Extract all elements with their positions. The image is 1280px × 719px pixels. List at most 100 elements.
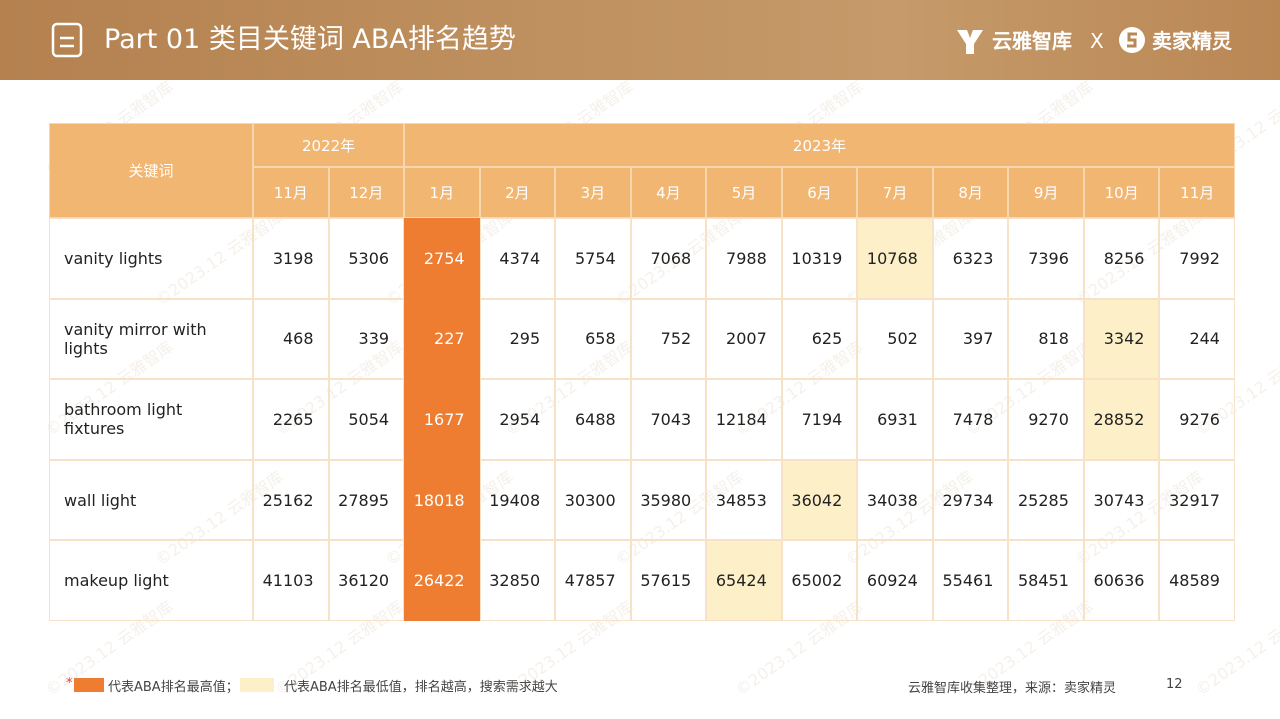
value-cell: 27895 — [328, 459, 405, 541]
header-cell: 4月 — [630, 167, 707, 218]
value-cell: 7478 — [932, 379, 1009, 460]
value-cell: 47857 — [555, 540, 631, 621]
value-cell: 2954 — [479, 379, 556, 460]
value-cell: 29734 — [932, 459, 1009, 541]
value-cell: 65002 — [781, 540, 858, 621]
header-cell: 2023年 — [404, 123, 1235, 167]
value-cell: 32850 — [479, 540, 556, 621]
value-cell: 9270 — [1008, 379, 1084, 460]
value-cell: 658 — [555, 298, 631, 380]
header-cell: 5月 — [706, 167, 782, 218]
value-cell: 26422 — [404, 540, 480, 621]
value-cell: 10768 — [857, 218, 933, 299]
value-cell: 3198 — [253, 218, 329, 299]
value-cell: 30743 — [1083, 459, 1160, 541]
value-cell: 3342 — [1083, 298, 1160, 380]
legend-text: 代表ABA排名最高值； — [108, 680, 239, 695]
brand-logo — [957, 30, 983, 54]
header-cell: 12月 — [328, 167, 405, 218]
header-cell: 2022年 — [253, 123, 405, 167]
brand-left: 云雅智库 — [992, 29, 1072, 53]
value-cell: 65424 — [706, 540, 782, 621]
value-cell: 48589 — [1159, 540, 1235, 621]
header-cell: 7月 — [857, 167, 933, 218]
title: Part 01 类目关键词 ABA排名趋势 — [104, 24, 516, 55]
value-cell: 2754 — [404, 218, 480, 299]
value-cell: 502 — [857, 298, 933, 380]
value-cell: 7396 — [1008, 218, 1084, 299]
header-cell: 10月 — [1083, 167, 1160, 218]
value-cell: 12184 — [706, 379, 782, 460]
value-cell: 7988 — [706, 218, 782, 299]
value-cell: 227 — [404, 298, 480, 380]
value-cell: 58451 — [1008, 540, 1084, 621]
keyword-cell: wall light — [49, 459, 253, 541]
value-cell: 25162 — [253, 459, 329, 541]
legend-swatch — [240, 678, 274, 692]
value-cell: 9276 — [1159, 379, 1235, 460]
keyword-cell: vanity mirror with lights — [49, 298, 253, 380]
value-cell: 7194 — [781, 379, 858, 460]
value-cell: 295 — [479, 298, 556, 380]
value-cell: 8256 — [1083, 218, 1160, 299]
value-cell: 34038 — [857, 459, 933, 541]
value-cell: 625 — [781, 298, 858, 380]
header-cell: 6月 — [781, 167, 858, 218]
value-cell: 34853 — [706, 459, 782, 541]
value-cell: 7043 — [630, 379, 707, 460]
value-cell: 36120 — [328, 540, 405, 621]
header-cell: 11月 — [1159, 167, 1235, 218]
value-cell: 10319 — [781, 218, 858, 299]
header-cell: 关键词 — [49, 123, 253, 218]
value-cell: 32917 — [1159, 459, 1235, 541]
value-cell: 2265 — [253, 379, 329, 460]
value-cell: 2007 — [706, 298, 782, 380]
value-cell: 60924 — [857, 540, 933, 621]
value-cell: 41103 — [253, 540, 329, 621]
value-cell: 339 — [328, 298, 405, 380]
value-cell: 18018 — [404, 459, 480, 541]
legend-marker: * — [66, 676, 73, 691]
value-cell: 55461 — [932, 540, 1009, 621]
brand-logo — [1119, 27, 1145, 53]
value-cell: 6488 — [555, 379, 631, 460]
value-cell: 5306 — [328, 218, 405, 299]
header-bar — [0, 0, 1280, 80]
header-cell: 9月 — [1008, 167, 1084, 218]
value-cell: 5054 — [328, 379, 405, 460]
value-cell: 28852 — [1083, 379, 1160, 460]
value-cell: 7992 — [1159, 218, 1235, 299]
separator: X — [1090, 29, 1104, 53]
value-cell: 1677 — [404, 379, 480, 460]
value-cell: 19408 — [479, 459, 556, 541]
doc-icon — [51, 22, 83, 58]
keyword-cell: bathroom light fixtures — [49, 379, 253, 460]
brand-right: 卖家精灵 — [1152, 29, 1232, 53]
value-cell: 6931 — [857, 379, 933, 460]
header-cell: 2月 — [479, 167, 556, 218]
value-cell: 57615 — [630, 540, 707, 621]
value-cell: 25285 — [1008, 459, 1084, 541]
value-cell: 6323 — [932, 218, 1009, 299]
value-cell: 5754 — [555, 218, 631, 299]
source: 云雅智库收集整理，来源：卖家精灵 — [908, 681, 1117, 696]
value-cell: 35980 — [630, 459, 707, 541]
value-cell: 397 — [932, 298, 1009, 380]
header-cell: 11月 — [253, 167, 329, 218]
keyword-cell: vanity lights — [49, 218, 253, 299]
value-cell: 36042 — [781, 459, 858, 541]
value-cell: 60636 — [1083, 540, 1160, 621]
legend-text: 代表ABA排名最低值，排名越高，搜索需求越大 — [284, 680, 558, 695]
header-cell: 8月 — [932, 167, 1009, 218]
legend-swatch — [74, 678, 104, 692]
value-cell: 244 — [1159, 298, 1235, 380]
value-cell: 468 — [253, 298, 329, 380]
value-cell: 30300 — [555, 459, 631, 541]
value-cell: 4374 — [479, 218, 556, 299]
page-number: 12 — [1166, 677, 1183, 692]
header-cell: 1月 — [404, 167, 480, 218]
value-cell: 752 — [630, 298, 707, 380]
value-cell: 818 — [1008, 298, 1084, 380]
header-cell: 3月 — [555, 167, 631, 218]
